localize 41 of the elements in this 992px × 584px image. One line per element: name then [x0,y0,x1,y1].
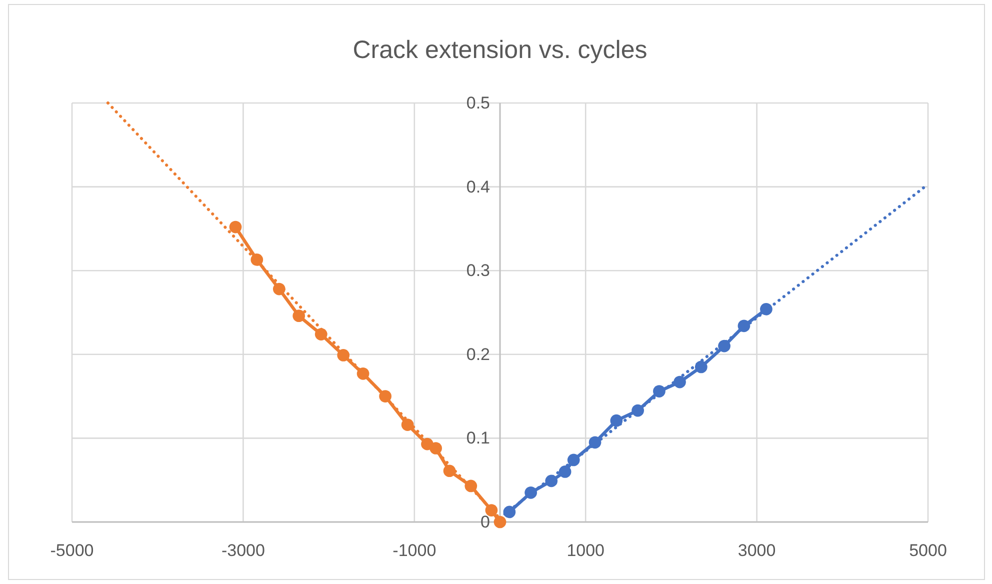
y-tick-label: 0 [480,512,490,532]
point [503,506,516,518]
y-tick-label: 0.5 [466,93,490,112]
y-tick-label: 0.2 [466,344,490,364]
point [337,349,350,362]
x-tick-label: 3000 [738,541,776,560]
point [356,368,370,380]
x-tick-label: -5000 [50,541,94,560]
point [250,254,264,266]
point [401,418,414,431]
point [738,320,750,332]
point [567,454,580,466]
point [272,282,286,296]
point [694,360,708,374]
point [760,302,772,316]
point [632,404,644,417]
point [524,486,537,499]
point [464,480,478,492]
x-tick-label: -1000 [392,541,436,560]
point [379,390,392,402]
point [314,328,328,340]
chart-title: Crack extension vs. cycles [352,36,648,64]
point [653,385,666,398]
point [485,504,498,516]
point [610,414,623,427]
point [443,464,456,478]
y-tick-label: 0.1 [466,428,490,448]
x-tick-label: 1000 [566,541,605,560]
point [558,466,572,478]
point [292,310,306,322]
point [494,516,506,528]
point [674,376,686,388]
point [545,474,558,488]
y-tick-label: 0.3 [466,261,490,280]
point [229,220,242,234]
point [588,436,602,449]
x-tick-label: -3000 [221,541,265,560]
point [430,442,442,454]
x-tick-label: 5000 [909,541,947,560]
point [718,340,730,352]
y-tick-label: 0.4 [466,177,490,196]
